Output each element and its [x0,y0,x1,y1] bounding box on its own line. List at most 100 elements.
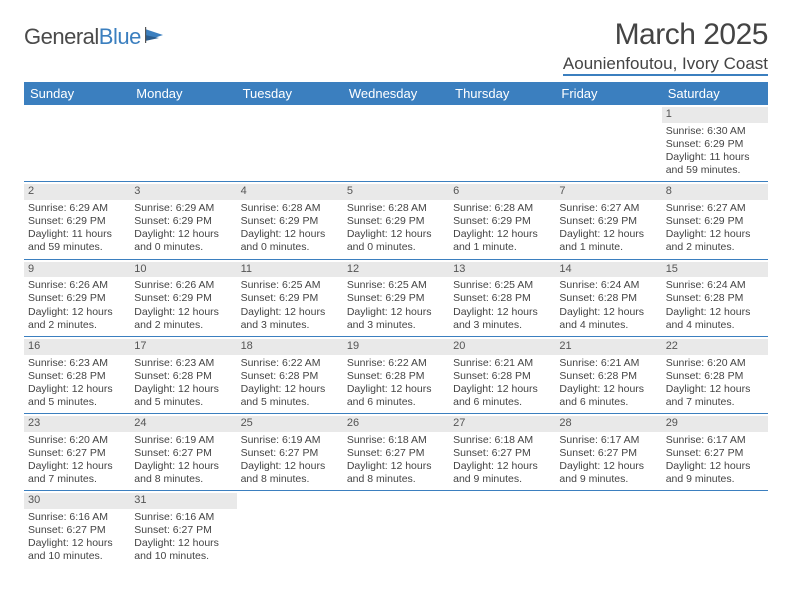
day-number: 18 [237,339,343,355]
daylight-text: Daylight: 12 hours and 6 minutes. [559,383,657,409]
sunset-text: Sunset: 6:29 PM [28,215,126,228]
calendar-day-cell [449,105,555,182]
sunset-text: Sunset: 6:28 PM [241,370,339,383]
weekday-header-cell: Monday [130,82,236,105]
daylight-text: Daylight: 12 hours and 8 minutes. [347,460,445,486]
sunset-text: Sunset: 6:29 PM [666,138,764,151]
calendar-day-cell [237,491,343,568]
calendar-day-cell: 30 Sunrise: 6:16 AMSunset: 6:27 PMDayligh… [24,491,130,568]
day-number: 20 [449,339,555,355]
location-title: Aounienfoutou, Ivory Coast [563,54,768,76]
daylight-text: Daylight: 12 hours and 9 minutes. [559,460,657,486]
flag-icon [145,27,167,48]
brand-part1: General [24,24,99,49]
sunset-text: Sunset: 6:28 PM [453,292,551,305]
calendar-day-cell: 26Sunrise: 6:18 AMSunset: 6:27 PMDayligh… [343,414,449,491]
sunset-text: Sunset: 6:27 PM [134,524,232,537]
sunset-text: Sunset: 6:28 PM [347,370,445,383]
sunrise-text: Sunrise: 6:25 AM [347,279,445,292]
sunrise-text: Sunrise: 6:18 AM [347,434,445,447]
daylight-text: Daylight: 12 hours and 9 minutes. [666,460,764,486]
daylight-text: Daylight: 12 hours and 10 minutes. [28,537,126,563]
day-number: 1 [662,107,768,123]
day-number: 3 [130,184,236,200]
day-number: 26 [343,416,449,432]
day-number: 23 [24,416,130,432]
daylight-text: Daylight: 12 hours and 1 minute. [559,228,657,254]
day-number: 15 [662,262,768,278]
sunset-text: Sunset: 6:27 PM [28,524,126,537]
day-number: 30 [24,493,130,509]
calendar-day-cell: 13Sunrise: 6:25 AMSunset: 6:28 PMDayligh… [449,259,555,336]
sunset-text: Sunset: 6:29 PM [134,215,232,228]
daylight-text: Daylight: 12 hours and 9 minutes. [453,460,551,486]
calendar-day-cell [343,491,449,568]
day-number: 11 [237,262,343,278]
title-block: March 2025 Aounienfoutou, Ivory Coast [563,18,768,76]
sunrise-text: Sunrise: 6:16 AM [28,511,126,524]
sunrise-text: Sunrise: 6:21 AM [559,357,657,370]
daylight-text: Daylight: 12 hours and 6 minutes. [453,383,551,409]
day-number: 31 [130,493,236,509]
daylight-text: Daylight: 12 hours and 2 minutes. [134,306,232,332]
sunrise-text: Sunrise: 6:18 AM [453,434,551,447]
sunset-text: Sunset: 6:29 PM [347,292,445,305]
calendar-day-cell: 27 Sunrise: 6:18 AMSunset: 6:27 PMDayligh… [449,414,555,491]
calendar-day-cell [343,105,449,182]
daylight-text: Daylight: 12 hours and 6 minutes. [347,383,445,409]
sunrise-text: Sunrise: 6:17 AM [559,434,657,447]
daylight-text: Daylight: 12 hours and 5 minutes. [134,383,232,409]
sunset-text: Sunset: 6:27 PM [241,447,339,460]
day-number: 28 [555,416,661,432]
day-number: 12 [343,262,449,278]
sunset-text: Sunset: 6:29 PM [134,292,232,305]
weekday-header-cell: Tuesday [237,82,343,105]
calendar-day-cell: 9Sunrise: 6:26 AMSunset: 6:29 PMDaylight… [24,259,130,336]
calendar-day-cell: 12Sunrise: 6:25 AMSunset: 6:29 PMDayligh… [343,259,449,336]
daylight-text: Daylight: 12 hours and 10 minutes. [134,537,232,563]
sunrise-text: Sunrise: 6:23 AM [28,357,126,370]
daylight-text: Daylight: 12 hours and 5 minutes. [241,383,339,409]
daylight-text: Daylight: 12 hours and 7 minutes. [28,460,126,486]
day-number: 25 [237,416,343,432]
calendar-day-cell: 21Sunrise: 6:21 AMSunset: 6:28 PMDayligh… [555,336,661,413]
sunrise-text: Sunrise: 6:19 AM [134,434,232,447]
calendar-day-cell [555,105,661,182]
sunrise-text: Sunrise: 6:20 AM [666,357,764,370]
calendar-day-cell: 23Sunrise: 6:20 AMSunset: 6:27 PMDayligh… [24,414,130,491]
calendar-day-cell [555,491,661,568]
calendar-day-cell: 7Sunrise: 6:27 AMSunset: 6:29 PMDaylight… [555,182,661,259]
sunset-text: Sunset: 6:29 PM [241,292,339,305]
calendar-day-cell: 3Sunrise: 6:29 AMSunset: 6:29 PMDaylight… [130,182,236,259]
day-number: 9 [24,262,130,278]
daylight-text: Daylight: 11 hours and 59 minutes. [666,151,764,177]
calendar-day-cell: 19Sunrise: 6:22 AMSunset: 6:28 PMDayligh… [343,336,449,413]
day-number: 4 [237,184,343,200]
calendar-week-row: 2Sunrise: 6:29 AMSunset: 6:29 PMDaylight… [24,182,768,259]
day-number: 13 [449,262,555,278]
calendar-week-row: 16Sunrise: 6:23 AMSunset: 6:28 PMDayligh… [24,336,768,413]
calendar-week-row: 30Sunrise: 6:16 AMSunset: 6:27 PMDayligh… [24,491,768,568]
sunrise-text: Sunrise: 6:25 AM [453,279,551,292]
sunrise-text: Sunrise: 6:27 AM [559,202,657,215]
sunset-text: Sunset: 6:27 PM [453,447,551,460]
daylight-text: Daylight: 12 hours and 2 minutes. [28,306,126,332]
daylight-text: Daylight: 12 hours and 2 minutes. [666,228,764,254]
sunrise-text: Sunrise: 6:23 AM [134,357,232,370]
weekday-header-cell: Friday [555,82,661,105]
daylight-text: Daylight: 12 hours and 8 minutes. [134,460,232,486]
sunset-text: Sunset: 6:27 PM [559,447,657,460]
calendar-day-cell: 2Sunrise: 6:29 AMSunset: 6:29 PMDaylight… [24,182,130,259]
sunrise-text: Sunrise: 6:28 AM [347,202,445,215]
calendar-day-cell [449,491,555,568]
sunrise-text: Sunrise: 6:29 AM [134,202,232,215]
sunset-text: Sunset: 6:28 PM [453,370,551,383]
sunset-text: Sunset: 6:27 PM [666,447,764,460]
sunrise-text: Sunrise: 6:30 AM [666,125,764,138]
daylight-text: Daylight: 12 hours and 3 minutes. [453,306,551,332]
day-number: 24 [130,416,236,432]
calendar-day-cell: 5Sunrise: 6:28 AMSunset: 6:29 PMDaylight… [343,182,449,259]
calendar-body: 1Sunrise: 6:30 AMSunset: 6:29 PMDaylight… [24,105,768,568]
day-number: 27 [449,416,555,432]
day-number: 16 [24,339,130,355]
